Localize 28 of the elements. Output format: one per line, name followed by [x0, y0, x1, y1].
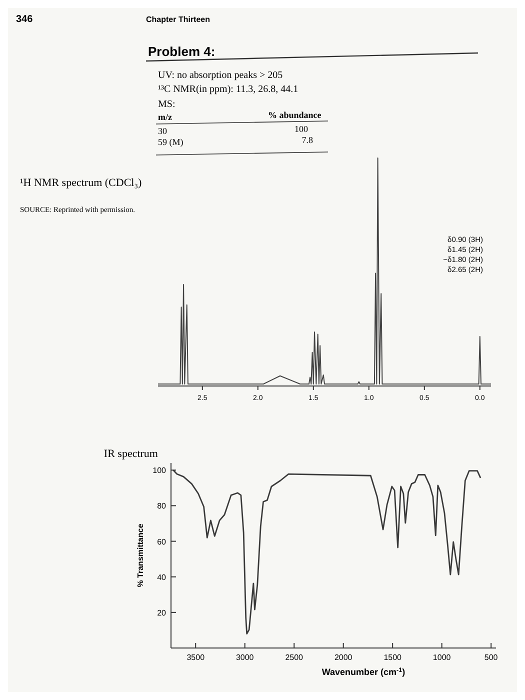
- x-tick-label: 3500: [186, 653, 206, 662]
- text: 346: [16, 14, 34, 25]
- text: 30: [158, 126, 168, 136]
- text: UV: no absorption peaks > 205: [158, 70, 283, 81]
- x-tick-label: 2500: [285, 653, 304, 662]
- text: 100: [294, 124, 308, 134]
- x-tick-label: 1000: [432, 653, 452, 662]
- text: ¹³C NMR(in ppm): 11.3, 26.8, 44.1: [158, 84, 298, 95]
- text: Chapter Thirteen: [146, 15, 210, 24]
- text: m/z: [158, 112, 172, 122]
- text: ¹H NMR spectrum (CDCl₃): [20, 177, 142, 189]
- y-tick-label: 100: [152, 466, 167, 476]
- x-tick-label: 3000: [236, 653, 254, 662]
- x-tick-label: 1500: [384, 653, 402, 662]
- text: % abundance: [268, 110, 322, 120]
- x-tick-label: 500: [484, 653, 498, 662]
- chart-title: IR spectrum: [104, 448, 158, 460]
- y-tick-label: 60: [157, 537, 167, 546]
- x-axis-title: Wavenumber (cm$^{-1}$): [322, 666, 406, 677]
- text: 59 (M): [158, 137, 184, 147]
- y-tick-label: 40: [157, 572, 167, 582]
- text: MS:: [158, 99, 176, 110]
- x-tick-label: 2000: [334, 653, 353, 662]
- y-tick-label: 80: [157, 502, 167, 511]
- y-tick-label: 20: [157, 608, 167, 618]
- text: Problem 4:: [148, 44, 216, 59]
- y-axis-title: % Transmittance: [136, 523, 145, 588]
- text: 7.8: [302, 135, 314, 145]
